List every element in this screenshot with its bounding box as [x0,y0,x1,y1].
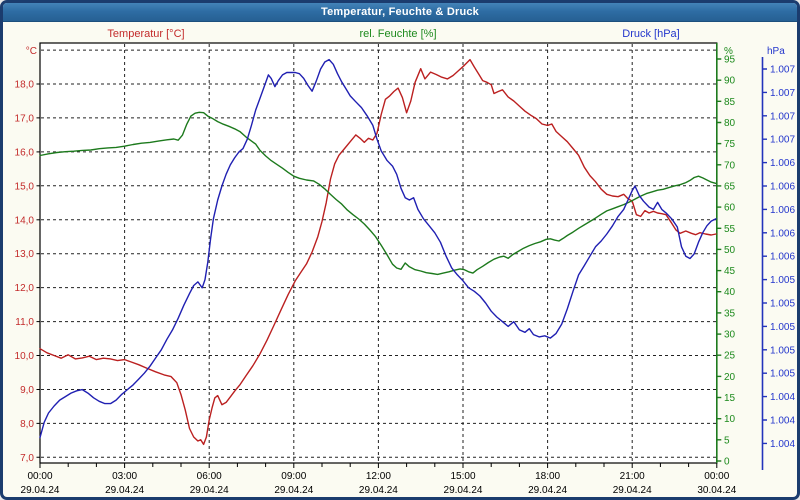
temperature-axis-unit: °C [26,46,37,57]
pressure-tick-label: 1.006 [770,205,795,216]
window-title: Temperatur, Feuchte & Druck [320,6,479,18]
temperature-tick-label: 8,0 [20,419,34,430]
x-date-label: 29.04.24 [444,485,483,496]
pressure-axis-unit: hPa [767,46,785,57]
humidity-tick-label: 40 [724,287,736,298]
humidity-tick-label: 70 [724,160,736,171]
gridlines [41,44,717,462]
legend-temperature-label: Temperatur [°C] [107,28,184,40]
temperature-tick-label: 13,0 [15,249,35,260]
pressure-tick-label: 1.007 [770,135,795,146]
humidity-tick-label: 55 [724,224,736,235]
temperature-tick-label: 18,0 [15,80,35,91]
title-bar: Temperatur, Feuchte & Druck [3,3,797,22]
x-date-label: 29.04.24 [190,485,229,496]
x-date-label: 30.04.24 [697,485,736,496]
pressure-tick-label: 1.005 [770,275,795,286]
humidity-tick-label: 35 [724,308,736,319]
pressure-tick-label: 1.004 [770,392,795,403]
humidity-tick-label: 5 [724,435,730,446]
tick-marks [36,58,767,468]
humidity-tick-label: 25 [724,351,736,362]
x-date-label: 29.04.24 [359,485,398,496]
humidity-series-line [39,111,717,276]
temperature-tick-label: 11,0 [15,317,34,328]
axis-tick-labels: 18,0 17,0 16,0 15,0 14,0 13,0 12,0 11,0 10,0 9,0 8… [15,55,796,468]
temperature-tick-label: 10,0 [15,351,35,362]
humidity-tick-label: 20 [724,372,736,383]
legend-humidity-label: rel. Feuchte [%] [359,28,436,40]
temperature-tick-label: 9,0 [20,385,34,396]
pressure-tick-label: 1.006 [770,228,795,239]
legend-pressure-label: Druck [hPa] [622,28,679,40]
humidity-tick-label: 30 [724,330,736,341]
x-date-label: 29.04.24 [528,485,567,496]
humidity-tick-label: 0 [724,457,730,468]
x-time-label: 00:00 [27,471,52,482]
pressure-tick-label: 1.007 [770,111,795,122]
humidity-tick-label: 15 [724,393,736,404]
series-lines [39,58,717,446]
humidity-tick-label: 80 [724,118,736,129]
humidity-tick-label: 45 [724,266,736,277]
chart-canvas: Temperatur [°C] rel. Feuchte [%] Druck [… [15,28,796,496]
pressure-tick-label: 1.007 [770,88,795,99]
temperature-tick-label: 17,0 [15,113,35,124]
x-date-label: 29.04.24 [21,485,60,496]
temperature-tick-label: 15,0 [15,181,35,192]
temperature-series-line [39,58,717,446]
x-axis-labels: 00:00 29.04.24 03:00 29.04.24 06:00 29.04.24 0… [21,471,737,496]
x-time-label: 21:00 [620,471,645,482]
x-date-label: 29.04.24 [274,485,313,496]
x-time-label: 12:00 [366,471,391,482]
humidity-tick-label: 85 [724,97,736,108]
pressure-tick-label: 1.006 [770,182,795,193]
humidity-tick-label: 65 [724,181,736,192]
humidity-tick-label: 95 [724,55,736,66]
x-date-label: 29.04.24 [105,485,144,496]
humidity-tick-label: 10 [724,414,736,425]
x-time-label: 15:00 [450,471,475,482]
humidity-tick-label: 50 [724,245,736,256]
humidity-axis-unit: % [724,46,733,57]
temperature-tick-label: 12,0 [15,283,35,294]
pressure-series-line [39,58,717,439]
temperature-tick-label: 7,0 [20,453,34,464]
pressure-tick-label: 1.007 [770,65,795,76]
pressure-tick-label: 1.005 [770,322,795,333]
x-time-label: 18:00 [535,471,560,482]
pressure-tick-label: 1.005 [770,345,795,356]
pressure-tick-label: 1.004 [770,416,795,427]
humidity-tick-label: 90 [724,76,736,87]
x-time-label: 03:00 [112,471,137,482]
temperature-tick-label: 14,0 [15,215,35,226]
humidity-tick-label: 75 [724,139,736,150]
x-date-label: 29.04.24 [613,485,652,496]
axes [715,43,764,470]
pressure-tick-label: 1.005 [770,299,795,310]
x-time-label: 00:00 [704,471,729,482]
pressure-tick-label: 1.006 [770,252,795,263]
pressure-tick-label: 1.005 [770,369,795,380]
x-time-label: 09:00 [281,471,306,482]
temperature-tick-label: 16,0 [15,147,35,158]
x-time-label: 06:00 [197,471,222,482]
pressure-tick-label: 1.006 [770,158,795,169]
chart-area: Temperatur [°C] rel. Feuchte [%] Druck [… [3,22,797,497]
pressure-tick-label: 1.004 [770,439,795,450]
humidity-tick-label: 60 [724,203,736,214]
